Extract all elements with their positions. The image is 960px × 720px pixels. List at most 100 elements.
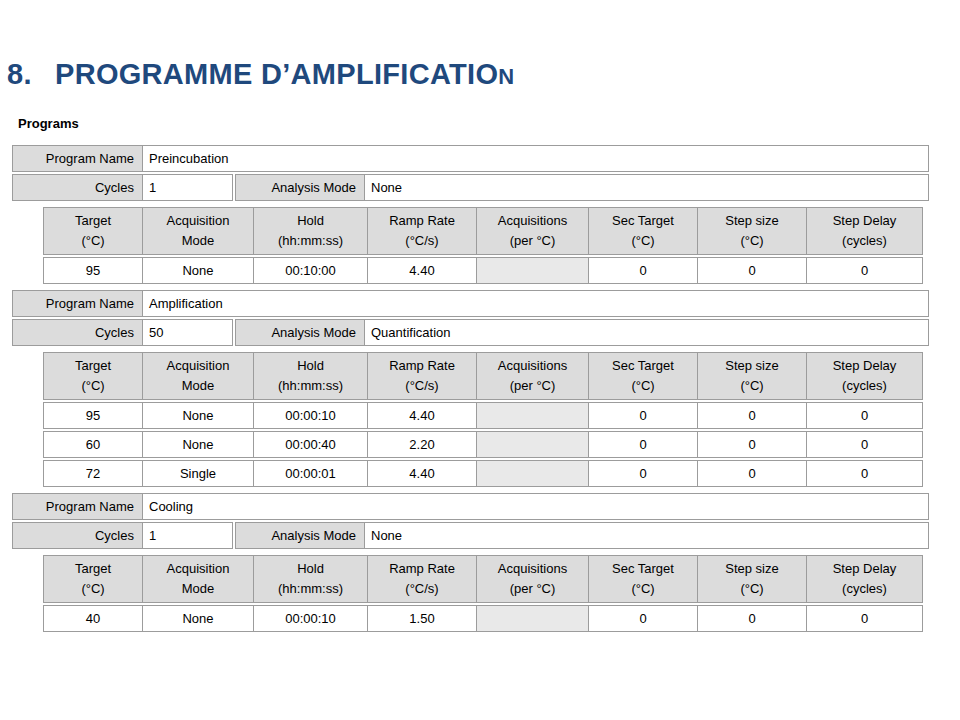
step-sec-target-cell: 0 [588, 402, 698, 429]
step-hold-cell: 00:00:10 [253, 402, 368, 429]
cycles-value: 1 [142, 174, 233, 201]
program-name-row: Program Name Amplification [12, 290, 960, 317]
step-header-ramp-rate: Ramp Rate (°C/s) [367, 555, 477, 603]
step-header-step-delay: Step Delay (cycles) [806, 555, 923, 603]
step-acquisition-mode-cell: Single [142, 460, 254, 487]
step-hold-cell: 00:00:10 [253, 605, 368, 632]
step-header-target: Target (°C) [43, 352, 143, 400]
step-sec-target-cell: 0 [588, 257, 698, 284]
program-name-row: Program Name Cooling [12, 493, 960, 520]
analysis-mode-label: Analysis Mode [235, 319, 365, 346]
step-hold-cell: 00:10:00 [253, 257, 368, 284]
analysis-mode-value: None [364, 522, 929, 549]
title-text-small: N [498, 64, 514, 89]
step-acquisitions-cell [476, 431, 589, 458]
step-header-acquisition-mode: Acquisition Mode [142, 555, 254, 603]
step-header-acquisitions: Acquisitions (per °C) [476, 555, 589, 603]
step-ramp-rate-cell: 1.50 [367, 605, 477, 632]
analysis-mode-value: Quantification [364, 319, 929, 346]
step-step-delay-cell: 0 [806, 605, 923, 632]
step-header-sec-target: Sec Target (°C) [588, 555, 698, 603]
step-header-step-size: Step size (°C) [697, 207, 807, 255]
slide: 8. PROGRAMME D’AMPLIFICATION Programs Pr… [0, 0, 960, 720]
step-header-step-size: Step size (°C) [697, 555, 807, 603]
step-step-delay-cell: 0 [806, 402, 923, 429]
step-header-hold: Hold (hh:mm:ss) [253, 352, 368, 400]
step-header-step-delay: Step Delay (cycles) [806, 207, 923, 255]
step-acquisition-mode-cell: None [142, 257, 254, 284]
cycles-label: Cycles [12, 319, 143, 346]
program-name-label: Program Name [12, 145, 143, 172]
step-table: Target (°C) Acquisition Mode Hold (hh:mm… [43, 352, 960, 487]
step-header-row: Target (°C) Acquisition Mode Hold (hh:mm… [43, 207, 960, 255]
step-header-hold: Hold (hh:mm:ss) [253, 207, 368, 255]
step-acquisitions-cell [476, 460, 589, 487]
step-acquisition-mode-cell: None [142, 431, 254, 458]
step-header-sec-target: Sec Target (°C) [588, 207, 698, 255]
cycles-row: Cycles 1 Analysis Mode None [12, 522, 960, 549]
step-target-cell: 40 [43, 605, 143, 632]
step-ramp-rate-cell: 2.20 [367, 431, 477, 458]
step-step-size-cell: 0 [697, 605, 807, 632]
step-target-cell: 72 [43, 460, 143, 487]
step-header-row: Target (°C) Acquisition Mode Hold (hh:mm… [43, 555, 960, 603]
program-name-label: Program Name [12, 290, 143, 317]
step-step-size-cell: 0 [697, 402, 807, 429]
program-name-value: Amplification [142, 290, 929, 317]
step-row: 72 Single 00:00:01 4.40 0 0 0 [43, 460, 960, 487]
step-sec-target-cell: 0 [588, 431, 698, 458]
page-title: 8. PROGRAMME D’AMPLIFICATION [7, 58, 960, 91]
step-ramp-rate-cell: 4.40 [367, 460, 477, 487]
step-table: Target (°C) Acquisition Mode Hold (hh:mm… [43, 555, 960, 632]
step-header-acquisition-mode: Acquisition Mode [142, 352, 254, 400]
step-header-row: Target (°C) Acquisition Mode Hold (hh:mm… [43, 352, 960, 400]
step-hold-cell: 00:00:01 [253, 460, 368, 487]
step-step-delay-cell: 0 [806, 460, 923, 487]
step-row: 60 None 00:00:40 2.20 0 0 0 [43, 431, 960, 458]
analysis-mode-value: None [364, 174, 929, 201]
step-header-sec-target: Sec Target (°C) [588, 352, 698, 400]
title-text: PROGRAMME D’AMPLIFICATIO [55, 58, 498, 91]
step-target-cell: 60 [43, 431, 143, 458]
step-header-step-size: Step size (°C) [697, 352, 807, 400]
step-header-hold: Hold (hh:mm:ss) [253, 555, 368, 603]
step-step-delay-cell: 0 [806, 257, 923, 284]
step-step-size-cell: 0 [697, 257, 807, 284]
program-name-row: Program Name Preincubation [12, 145, 960, 172]
step-header-acquisitions: Acquisitions (per °C) [476, 207, 589, 255]
program-name-value: Preincubation [142, 145, 929, 172]
step-ramp-rate-cell: 4.40 [367, 257, 477, 284]
step-table: Target (°C) Acquisition Mode Hold (hh:mm… [43, 207, 960, 284]
step-step-size-cell: 0 [697, 460, 807, 487]
analysis-mode-label: Analysis Mode [235, 174, 365, 201]
step-row: 40 None 00:00:10 1.50 0 0 0 [43, 605, 960, 632]
step-header-target: Target (°C) [43, 555, 143, 603]
step-row: 95 None 00:10:00 4.40 0 0 0 [43, 257, 960, 284]
program-header-table: Program Name Amplification Cycles 50 Ana… [12, 290, 960, 346]
step-target-cell: 95 [43, 257, 143, 284]
step-acquisition-mode-cell: None [142, 605, 254, 632]
step-hold-cell: 00:00:40 [253, 431, 368, 458]
step-acquisitions-cell [476, 402, 589, 429]
step-target-cell: 95 [43, 402, 143, 429]
step-step-delay-cell: 0 [806, 431, 923, 458]
program-header-table: Program Name Cooling Cycles 1 Analysis M… [12, 493, 960, 549]
step-acquisition-mode-cell: None [142, 402, 254, 429]
step-acquisitions-cell [476, 605, 589, 632]
cycles-row: Cycles 50 Analysis Mode Quantification [12, 319, 960, 346]
title-number: 8. [7, 58, 55, 91]
step-sec-target-cell: 0 [588, 605, 698, 632]
step-header-acquisition-mode: Acquisition Mode [142, 207, 254, 255]
step-header-step-delay: Step Delay (cycles) [806, 352, 923, 400]
program-header-table: Program Name Preincubation Cycles 1 Anal… [12, 145, 960, 201]
analysis-mode-label: Analysis Mode [235, 522, 365, 549]
cycles-label: Cycles [12, 522, 143, 549]
cycles-value: 50 [142, 319, 233, 346]
step-header-ramp-rate: Ramp Rate (°C/s) [367, 207, 477, 255]
step-step-size-cell: 0 [697, 431, 807, 458]
programs-label: Programs [18, 116, 960, 131]
cycles-label: Cycles [12, 174, 143, 201]
program-name-label: Program Name [12, 493, 143, 520]
program-name-value: Cooling [142, 493, 929, 520]
step-row: 95 None 00:00:10 4.40 0 0 0 [43, 402, 960, 429]
